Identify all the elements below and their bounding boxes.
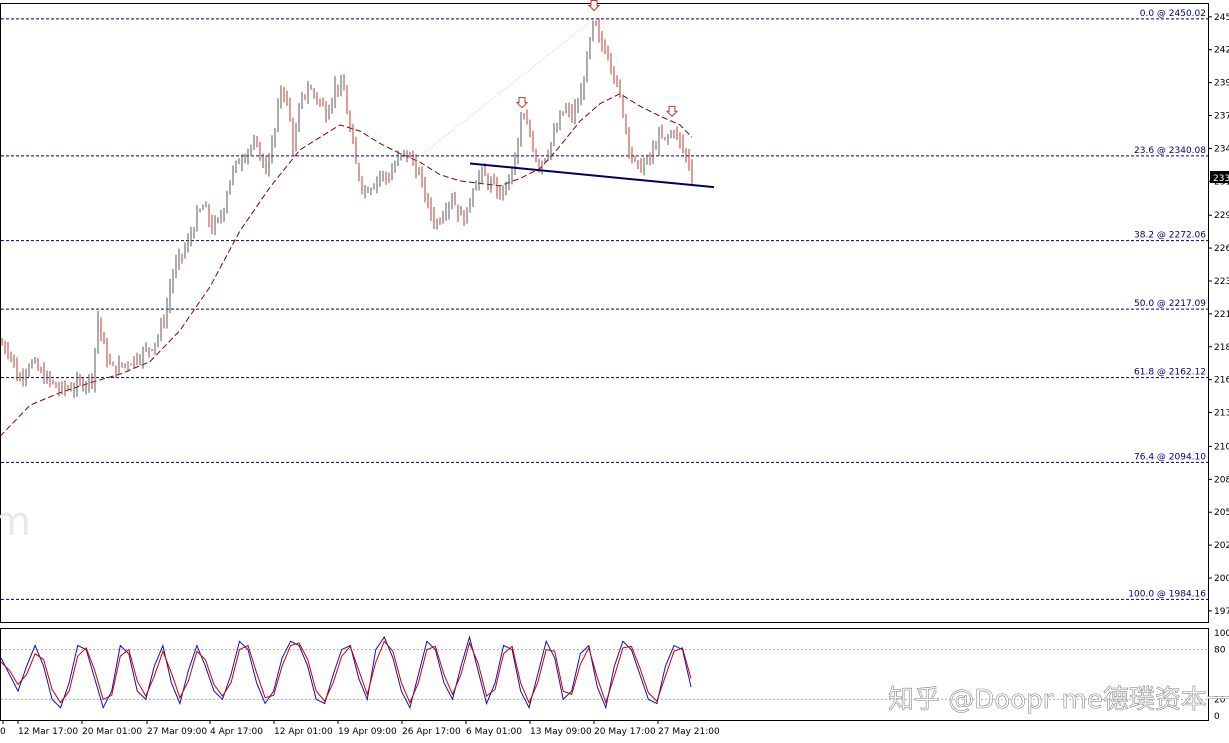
price-tick-label-18: 1974.90 bbox=[1214, 607, 1229, 617]
time-axis: 0 12 Mar 17:00 20 Mar 01:00 27 Mar 09:00 4 A… bbox=[0, 720, 720, 737]
main-chart-frame bbox=[0, 3, 1209, 623]
time-tick-label-8: 6 May 01:00 bbox=[466, 727, 522, 737]
fib-label-4: 61.8 @ 2162.12 bbox=[1134, 368, 1206, 378]
stoch-series-1 bbox=[0, 640, 692, 705]
price-tick-label-14: 2080.50 bbox=[1214, 475, 1229, 485]
price-tick-label-2: 2398.90 bbox=[1214, 79, 1229, 89]
osc-tick-label-2: 20 bbox=[1214, 695, 1226, 705]
fib-label-5: 76.4 @ 2094.10 bbox=[1134, 452, 1206, 462]
osc-tick-label-3: 0 bbox=[1214, 712, 1220, 722]
price-tick-label-11: 2160.50 bbox=[1214, 376, 1229, 386]
time-tick-label-9: 13 May 09:00 bbox=[530, 727, 592, 737]
fib-label-3: 50.0 @ 2217.09 bbox=[1134, 299, 1206, 309]
stochastic-oscillator bbox=[0, 635, 1208, 710]
moving-average bbox=[0, 93, 693, 437]
neckline bbox=[469, 162, 715, 189]
neckline-line bbox=[469, 162, 715, 189]
current-price-label: 2333.95 bbox=[1213, 174, 1229, 184]
price-tick-label-1: 2425.30 bbox=[1214, 46, 1229, 56]
time-tick-label-6: 19 Apr 09:00 bbox=[338, 727, 397, 737]
time-tick-label-11: 27 May 21:00 bbox=[658, 727, 720, 737]
fib-label-6: 100.0 @ 1984.16 bbox=[1128, 589, 1206, 599]
price-tick-label-0: 2451.70 bbox=[1214, 13, 1229, 23]
watermark-ghost: m bbox=[0, 499, 31, 545]
price-tick-label-12: 2134.10 bbox=[1214, 409, 1229, 419]
time-tick-label-3: 27 Mar 09:00 bbox=[147, 727, 207, 737]
time-tick-label-1: 12 Mar 17:00 bbox=[18, 727, 78, 737]
time-tick-label-0: 0 bbox=[0, 727, 6, 737]
watermark: 知乎 @Doopr me德璞资本一严 bbox=[888, 685, 1229, 716]
trend-guide-line bbox=[419, 18, 595, 157]
price-tick-label-7: 2266.10 bbox=[1214, 244, 1229, 254]
watermark-label: 知乎 @Doopr me德璞资本一严 bbox=[888, 685, 1229, 715]
price-axis: 2451.702425.302398.902372.502346.102319.… bbox=[1208, 13, 1229, 617]
time-tick-label-10: 20 May 17:00 bbox=[594, 727, 656, 737]
price-tick-label-15: 2054.10 bbox=[1214, 508, 1229, 518]
time-tick-label-7: 26 Apr 17:00 bbox=[402, 727, 461, 737]
time-tick-label-4: 4 Apr 17:00 bbox=[210, 727, 263, 737]
price-tick-label-4: 2346.10 bbox=[1214, 144, 1229, 154]
price-tick-label-10: 2186.90 bbox=[1214, 343, 1229, 353]
current-price-tag: 2333.95 bbox=[1210, 171, 1229, 184]
trend-guide bbox=[419, 18, 595, 157]
fib-label-1: 23.6 @ 2340.08 bbox=[1134, 146, 1206, 156]
price-tick-label-16: 2027.70 bbox=[1214, 541, 1229, 551]
fib-label-2: 38.2 @ 2272.06 bbox=[1134, 231, 1206, 241]
candles bbox=[1, 18, 693, 398]
stoch-series-0 bbox=[0, 635, 692, 710]
down-arrow-marker-0 bbox=[587, 0, 601, 12]
fib-label-0: 0.0 @ 2450.02 bbox=[1140, 9, 1206, 19]
osc-tick-label-1: 80 bbox=[1214, 646, 1226, 656]
ma-line bbox=[0, 93, 693, 437]
fibonacci-levels: 0.0 @ 2450.02 23.6 @ 2340.08 38.2 @ 2272.0… bbox=[1, 9, 1208, 600]
time-tick-label-5: 12 Apr 01:00 bbox=[274, 727, 333, 737]
price-tick-label-13: 2106.90 bbox=[1214, 442, 1229, 452]
down-arrow-marker-2 bbox=[665, 105, 679, 118]
osc-tick-label-0: 100 bbox=[1214, 629, 1229, 639]
time-tick-label-2: 20 Mar 01:00 bbox=[82, 727, 142, 737]
down-arrow-marker-1 bbox=[515, 97, 529, 109]
pattern-markers bbox=[515, 0, 679, 118]
oscillator-axis: 100 80 20 0 bbox=[1214, 629, 1229, 722]
price-tick-label-9: 2213.30 bbox=[1214, 310, 1229, 320]
